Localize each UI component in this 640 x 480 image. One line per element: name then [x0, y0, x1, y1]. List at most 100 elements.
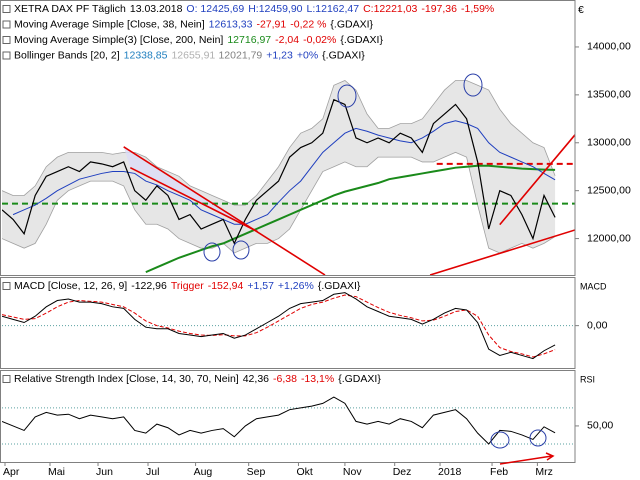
x-tick-label: Feb	[490, 466, 508, 478]
legend-segment: -6,38	[273, 373, 297, 385]
series-line	[2, 396, 556, 445]
panel-frame	[0, 277, 576, 369]
legend-segment: -0,22 %	[290, 18, 326, 30]
arrow-head	[545, 452, 555, 461]
legend-segment: L:12162,47	[307, 3, 360, 15]
legend-segment: 42,36	[243, 373, 269, 385]
panel-frame	[0, 0, 576, 276]
x-tick-label: Jul	[146, 466, 159, 478]
legend-segment: -0,02%	[303, 34, 336, 46]
legend-segment: +0%	[297, 49, 318, 61]
legend-segment: {.GDAXI}	[340, 34, 383, 46]
y-tick-label: 0,00	[587, 319, 608, 331]
legend-segment: -152,94	[208, 280, 244, 292]
legend-segment: -1,59%	[461, 3, 494, 15]
panel	[2, 80, 575, 275]
trendline	[129, 166, 258, 233]
highlight-circle	[529, 429, 547, 447]
legend-segment: Relative Strength Index [Close, 14, 30, …	[14, 373, 239, 385]
legend-segment: 13.03.2018	[130, 3, 183, 15]
legend-segment: MACD [Close, 12, 26, 9]	[14, 280, 127, 292]
legend-segment: +1,26%	[278, 280, 314, 292]
legend-segment: {.GDAXI}	[318, 280, 361, 292]
legend-segment: -27,91	[256, 18, 286, 30]
highlight-circle	[203, 242, 221, 262]
legend-text: MACD [Close, 12, 26, 9] -122,96 Trigger -15…	[14, 280, 361, 292]
legend-segment: Trigger	[171, 280, 204, 292]
series-line	[2, 98, 556, 245]
series-line	[145, 164, 556, 274]
legend-segment: {.GDAXI}	[322, 49, 365, 61]
legend-segment: -2,04	[275, 34, 299, 46]
panel	[2, 396, 575, 445]
legend-segment: {.GDAXI}	[330, 18, 373, 30]
legend-segment: 12716,97	[227, 34, 271, 46]
trendline	[429, 229, 575, 275]
x-tick-label: Sep	[247, 466, 266, 478]
legend-segment: -122,96	[131, 280, 167, 292]
legend-text: Relative Strength Index [Close, 14, 30, …	[14, 373, 381, 385]
trendline	[499, 134, 575, 226]
series-line	[2, 294, 556, 358]
legend-segment: O: 12425,69	[186, 3, 244, 15]
legend-segment: 12613,33	[209, 18, 253, 30]
x-tick-label: 2018	[438, 466, 462, 478]
legend-icon	[2, 20, 11, 29]
legend-text: XETRA DAX PF Täglich 13.03.2018 O: 12425,6…	[14, 3, 494, 15]
x-tick-label: Aug	[194, 466, 213, 478]
legend-segment: -197,36	[421, 3, 457, 15]
legend-segment: H:12459,90	[248, 3, 302, 15]
highlight-circle	[337, 84, 357, 108]
x-tick-label: Nov	[343, 466, 362, 478]
x-tick-label: Mai	[48, 466, 65, 478]
y-tick-label: 12000,00	[587, 232, 631, 244]
x-tick-label: Dez	[393, 466, 412, 478]
legend-segment: Moving Average Simple [Close, 38, Nein]	[14, 18, 205, 30]
legend-icon	[2, 36, 11, 44]
annotations	[203, 73, 555, 465]
legend-icon	[2, 51, 11, 60]
legend-segment: 12338,85	[124, 49, 168, 61]
legend-segment: 12655,91	[171, 49, 215, 61]
legend-segment: C:12221,03	[363, 3, 417, 15]
highlight-circle	[463, 73, 483, 97]
legend-icon	[2, 5, 11, 13]
legend-segment: -13,1%	[301, 373, 334, 385]
legend-segment: 12021,79	[218, 49, 262, 61]
highlight-circle	[490, 431, 510, 449]
arrow	[499, 455, 553, 465]
legend-segment: Moving Average Simple(3) [Close, 200, Ne…	[14, 34, 223, 46]
legend-segment: +1,57	[247, 280, 274, 292]
y-tick-label: 12500,00	[587, 184, 631, 196]
series-line	[12, 120, 556, 225]
legend-icon	[2, 375, 11, 383]
band-upper	[2, 80, 556, 206]
legend-segment: +1,23	[266, 49, 293, 61]
panel	[2, 292, 575, 360]
series-line	[2, 292, 556, 360]
x-tick-label: Jun	[96, 466, 113, 478]
panel-frame	[0, 370, 576, 463]
legend-segment: XETRA DAX PF Täglich	[14, 3, 126, 15]
y-tick-label: 14000,00	[587, 41, 631, 53]
band-lower	[2, 151, 556, 254]
highlight-circle	[232, 240, 250, 260]
legend-text: Moving Average Simple(3) [Close, 200, Ne…	[14, 34, 383, 46]
x-tick-label: Apr	[3, 466, 20, 478]
legend-segment: Bollinger Bands [20, 2]	[14, 49, 120, 61]
legend-segment: {.GDAXI}	[338, 373, 381, 385]
trendline	[123, 146, 326, 275]
legend-text: Moving Average Simple [Close, 38, Nein] 1…	[14, 18, 374, 30]
panel-label: MACD	[580, 281, 607, 291]
y-tick-label: 13500,00	[587, 89, 631, 101]
y-tick-label: 50,00	[587, 420, 613, 432]
currency-label: €	[578, 4, 584, 16]
x-tick-label: Mrz	[535, 466, 553, 478]
legend-text: Bollinger Bands [20, 2] 12338,85 12655,91 1…	[14, 49, 365, 61]
legend-icon	[2, 282, 11, 290]
x-tick-label: Okt	[296, 466, 312, 478]
panel-label: RSI	[580, 374, 595, 384]
y-tick-label: 13000,00	[587, 137, 631, 149]
